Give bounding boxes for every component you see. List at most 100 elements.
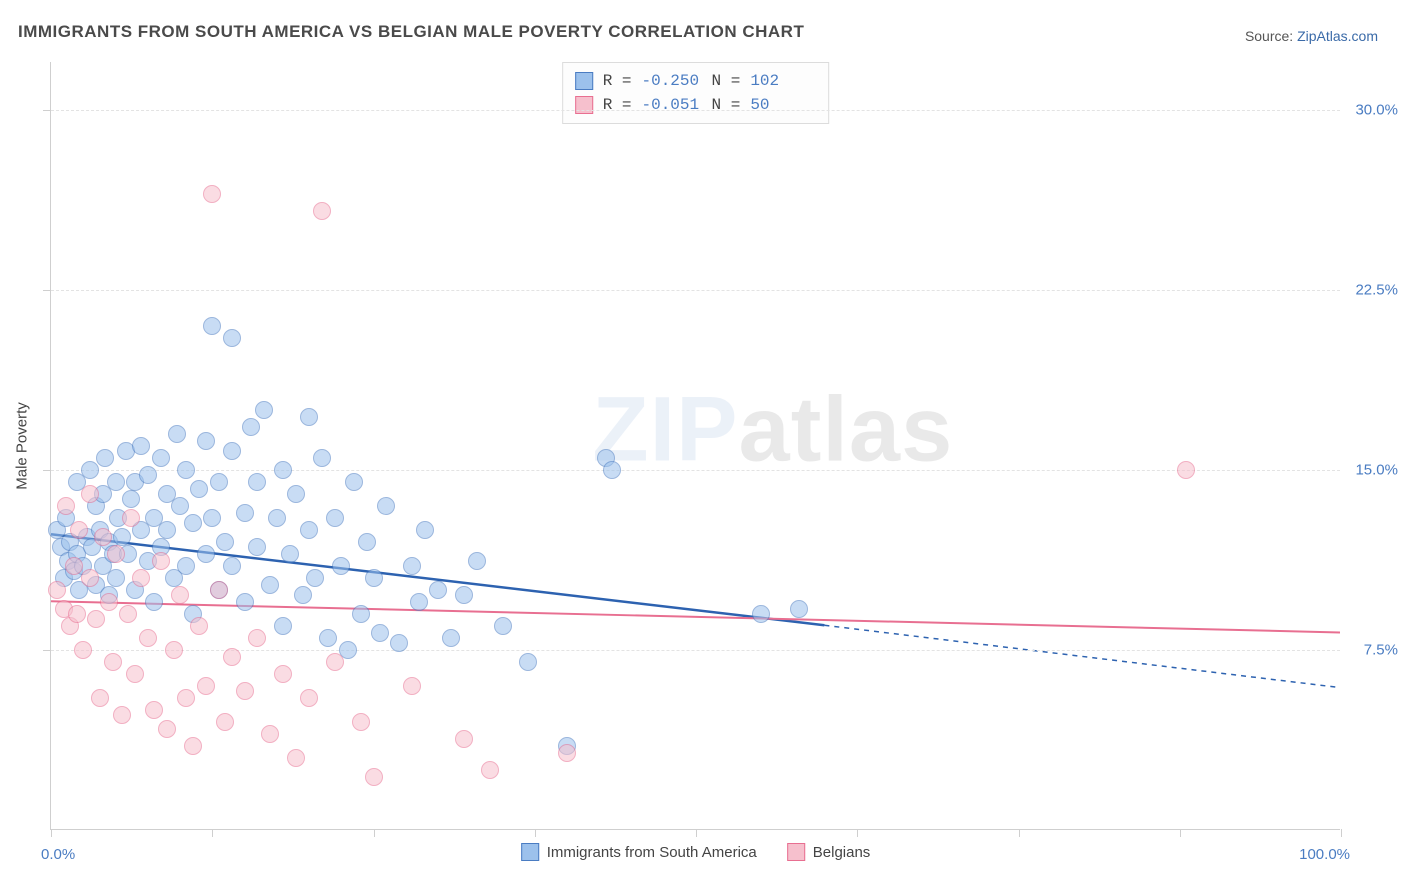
data-point xyxy=(597,449,615,467)
data-point xyxy=(132,521,150,539)
data-point xyxy=(96,449,114,467)
data-point xyxy=(429,581,447,599)
data-point xyxy=(274,665,292,683)
gridline-h xyxy=(51,470,1340,471)
y-tick-label: 7.5% xyxy=(1346,642,1398,659)
data-point xyxy=(81,485,99,503)
data-point xyxy=(358,533,376,551)
data-point xyxy=(352,605,370,623)
data-point xyxy=(790,600,808,618)
data-point xyxy=(203,185,221,203)
data-point xyxy=(94,485,112,503)
data-point xyxy=(326,653,344,671)
data-point xyxy=(158,485,176,503)
data-point xyxy=(294,586,312,604)
legend-label-series-2: Belgians xyxy=(813,844,871,861)
data-point xyxy=(52,538,70,556)
data-point xyxy=(65,557,83,575)
watermark: ZIPatlas xyxy=(592,378,953,483)
data-point xyxy=(152,449,170,467)
data-point xyxy=(403,677,421,695)
gridline-h xyxy=(51,290,1340,291)
data-point xyxy=(91,521,109,539)
data-point xyxy=(107,473,125,491)
data-point xyxy=(100,533,118,551)
x-tick-mark xyxy=(696,829,697,837)
data-point xyxy=(287,749,305,767)
trend-lines-layer xyxy=(51,62,1340,829)
data-point xyxy=(223,442,241,460)
data-point xyxy=(345,473,363,491)
stats-row-series-2: R = -0.051 N = 50 xyxy=(575,93,811,117)
data-point xyxy=(326,509,344,527)
data-point xyxy=(255,401,273,419)
stats-legend-box: R = -0.250 N = 102 R = -0.051 N = 50 xyxy=(562,62,830,124)
data-point xyxy=(184,605,202,623)
data-point xyxy=(455,730,473,748)
data-point xyxy=(184,737,202,755)
data-point xyxy=(319,629,337,647)
x-axis-max-label: 100.0% xyxy=(1299,846,1350,863)
data-point xyxy=(268,509,286,527)
data-point xyxy=(70,521,88,539)
data-point xyxy=(122,490,140,508)
source-label: Source: xyxy=(1245,28,1293,44)
data-point xyxy=(139,466,157,484)
data-point xyxy=(109,509,127,527)
data-point xyxy=(481,761,499,779)
y-axis-label: Male Poverty xyxy=(14,402,31,490)
data-point xyxy=(152,538,170,556)
data-point xyxy=(81,569,99,587)
data-point xyxy=(94,557,112,575)
data-point xyxy=(300,521,318,539)
data-point xyxy=(68,545,86,563)
data-point xyxy=(300,408,318,426)
chart-title: IMMIGRANTS FROM SOUTH AMERICA VS BELGIAN… xyxy=(18,22,804,42)
source-value: ZipAtlas.com xyxy=(1297,28,1378,44)
data-point xyxy=(48,581,66,599)
data-point xyxy=(145,509,163,527)
swatch-series-1 xyxy=(575,72,593,90)
data-point xyxy=(87,497,105,515)
data-point xyxy=(313,449,331,467)
data-point xyxy=(558,737,576,755)
data-point xyxy=(274,617,292,635)
data-point xyxy=(57,509,75,527)
r-label: R = xyxy=(603,69,632,93)
data-point xyxy=(410,593,428,611)
data-point xyxy=(87,610,105,628)
data-point xyxy=(365,569,383,587)
x-axis-min-label: 0.0% xyxy=(41,846,75,863)
data-point xyxy=(287,485,305,503)
data-point xyxy=(519,653,537,671)
x-tick-mark xyxy=(535,829,536,837)
legend-item-series-2: Belgians xyxy=(787,843,871,861)
r-value-series-1: -0.250 xyxy=(642,69,702,93)
data-point xyxy=(68,605,86,623)
data-point xyxy=(158,521,176,539)
legend-swatch-series-1 xyxy=(521,843,539,861)
data-point xyxy=(132,437,150,455)
data-point xyxy=(223,557,241,575)
gridline-h xyxy=(51,110,1340,111)
data-point xyxy=(184,514,202,532)
y-tick-mark xyxy=(43,650,51,651)
data-point xyxy=(197,545,215,563)
watermark-part-b: atlas xyxy=(739,379,954,481)
data-point xyxy=(236,593,254,611)
data-point xyxy=(122,509,140,527)
swatch-series-2 xyxy=(575,96,593,114)
data-point xyxy=(261,725,279,743)
x-tick-mark xyxy=(1180,829,1181,837)
data-point xyxy=(352,713,370,731)
data-point xyxy=(365,768,383,786)
data-point xyxy=(248,473,266,491)
data-point xyxy=(87,576,105,594)
data-point xyxy=(55,569,73,587)
legend-label-series-1: Immigrants from South America xyxy=(547,844,757,861)
r-label: R = xyxy=(603,93,632,117)
data-point xyxy=(403,557,421,575)
data-point xyxy=(70,581,88,599)
data-point xyxy=(455,586,473,604)
data-point xyxy=(210,473,228,491)
